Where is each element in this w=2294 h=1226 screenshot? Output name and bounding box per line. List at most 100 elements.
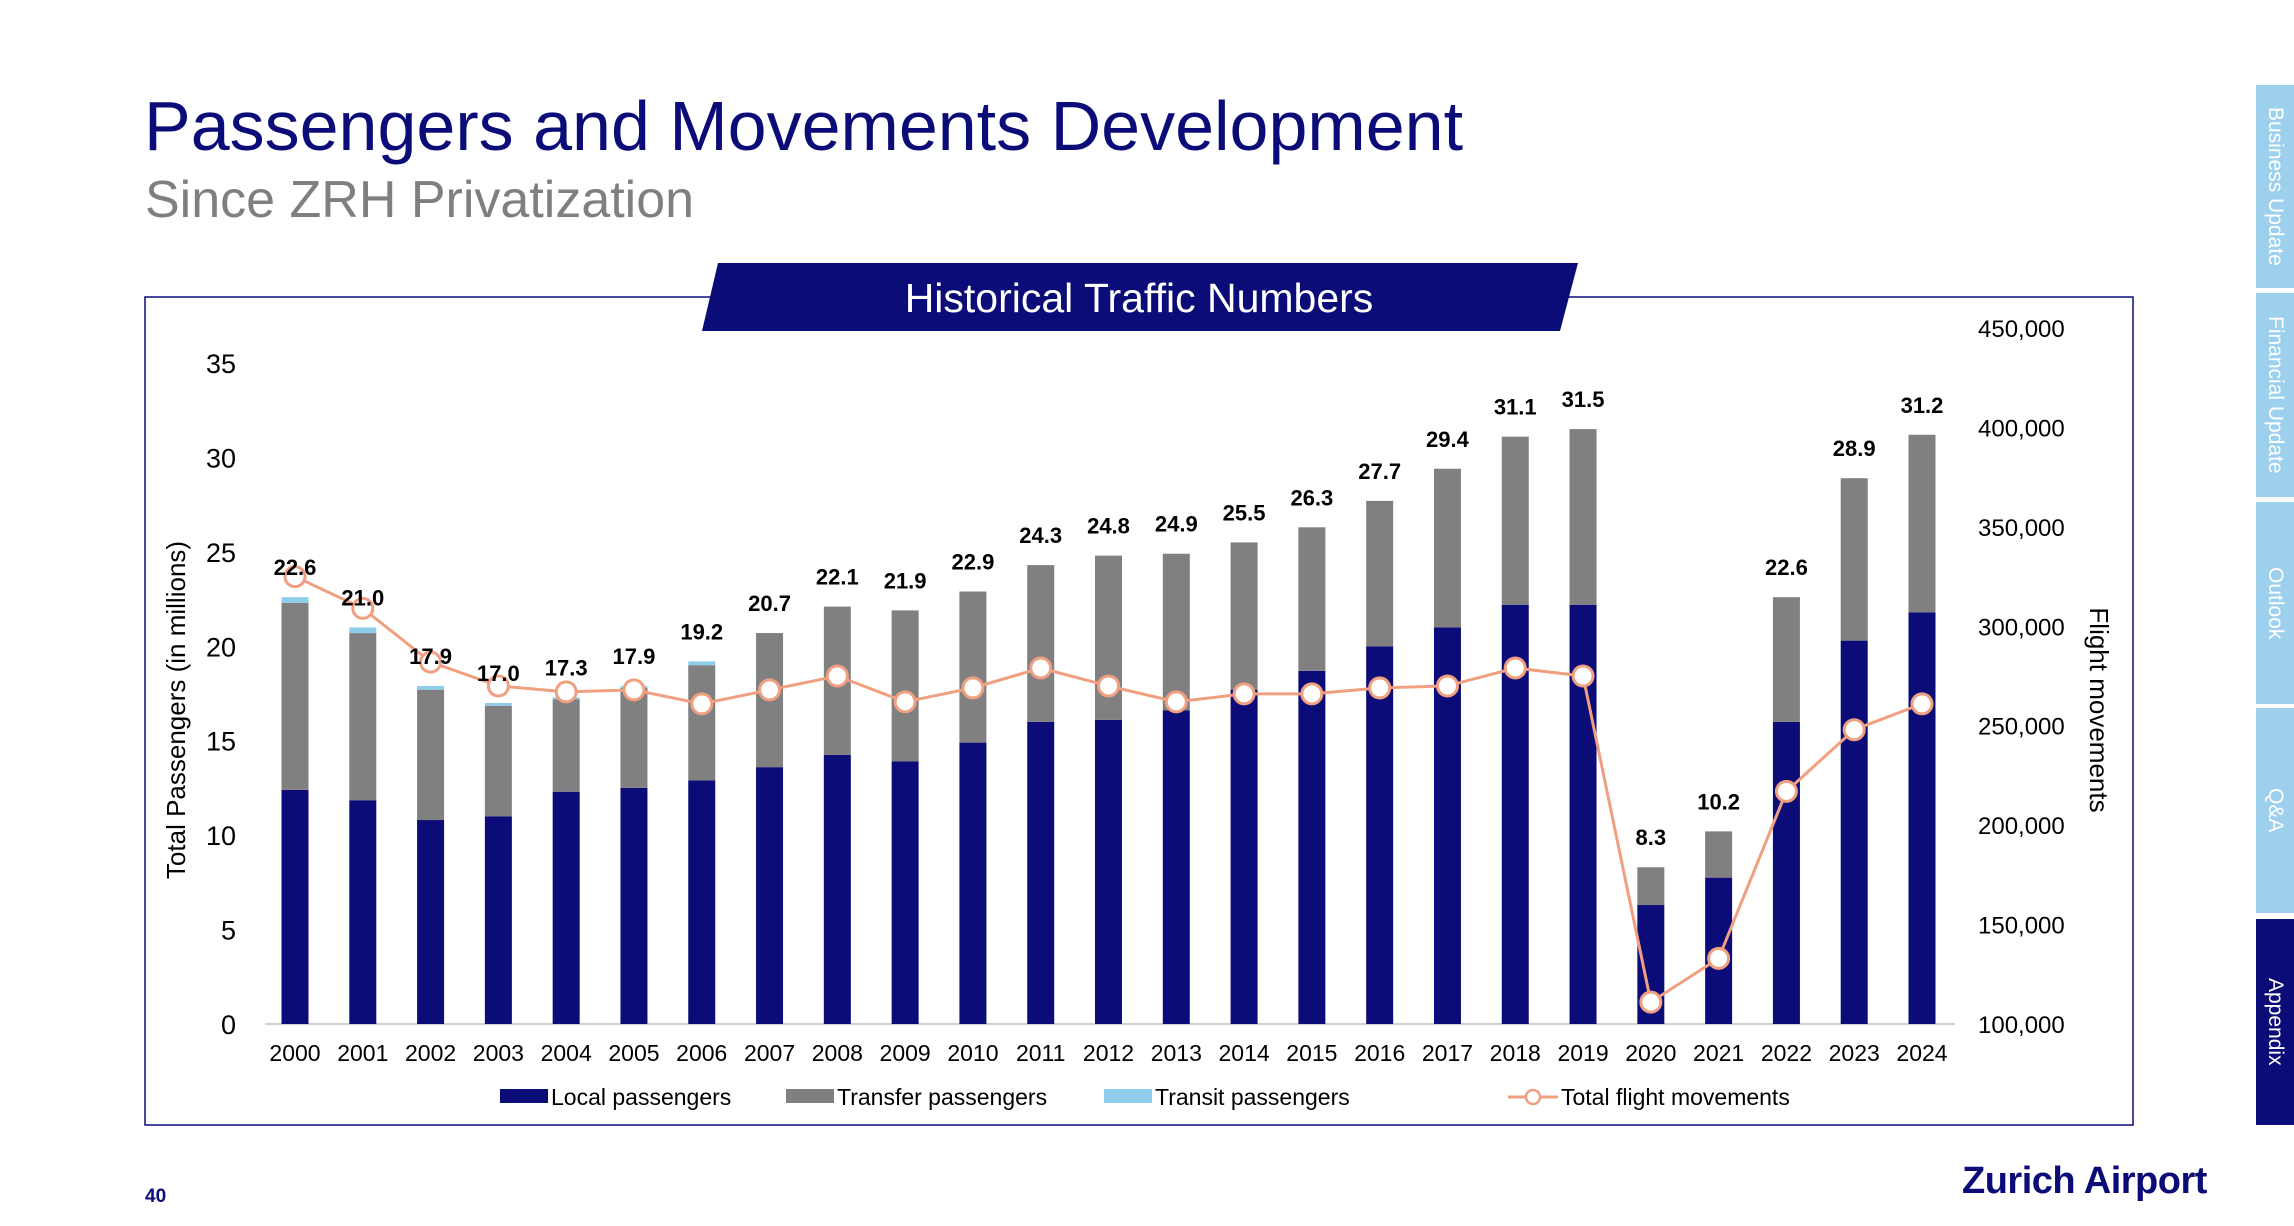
movements-point: [961, 676, 985, 700]
legend-marker: [1524, 1088, 1542, 1106]
bar-local: [417, 820, 445, 1024]
page-subtitle: Since ZRH Privatization: [145, 171, 695, 229]
nav-tab-q-a[interactable]: Q&A: [2256, 708, 2294, 913]
movements-point: [1232, 682, 1256, 706]
y2-tick-label: 100,000: [1978, 1012, 2065, 1039]
x-tick-label: 2019: [1557, 1040, 1608, 1066]
bar-local: [1095, 719, 1122, 1024]
y2-tick-label: 250,000: [1978, 714, 2065, 741]
y-tick-label: 35: [206, 349, 236, 379]
bar-local: [484, 816, 512, 1024]
movements-point: [622, 678, 646, 702]
legend-label: Transfer passengers: [837, 1084, 1047, 1110]
bar-transfer: [1298, 527, 1326, 671]
movements-point: [1571, 664, 1595, 688]
movements-point: [1503, 656, 1527, 680]
nav-tab-label: Financial Update: [2264, 316, 2287, 474]
y2-tick-label: 150,000: [1978, 913, 2065, 940]
total-label: 26.3: [1290, 485, 1333, 510]
bar-transfer: [1366, 500, 1394, 647]
total-label: 29.4: [1426, 427, 1470, 452]
bar-transit: [417, 685, 445, 690]
x-tick-label: 2013: [1151, 1040, 1202, 1066]
movements-point: [1300, 682, 1324, 706]
bar-transit: [349, 627, 377, 634]
total-label: 27.7: [1358, 459, 1401, 484]
legend-swatch: [1104, 1089, 1152, 1103]
total-label: 21.9: [884, 568, 927, 593]
bar-transfer: [417, 689, 445, 821]
total-label: 24.3: [1019, 523, 1062, 548]
bar-local: [688, 780, 716, 1024]
x-tick-label: 2017: [1422, 1040, 1473, 1066]
x-tick-label: 2002: [405, 1040, 456, 1066]
bar-transfer: [1162, 553, 1190, 711]
movements-point: [1097, 674, 1120, 698]
x-tick-label: 2023: [1829, 1040, 1880, 1066]
y-tick-label: 5: [221, 916, 236, 946]
movements-point: [351, 596, 375, 620]
nav-tab-label: Appendix: [2264, 978, 2287, 1066]
nav-tab-financial-update[interactable]: Financial Update: [2256, 293, 2294, 497]
x-tick-label: 2011: [1016, 1040, 1065, 1066]
x-tick-label: 2016: [1354, 1040, 1405, 1066]
total-label: 22.6: [274, 555, 317, 580]
total-label: 17.9: [409, 644, 452, 669]
y2-tick-label: 450,000: [1978, 316, 2065, 343]
chart-title-banner: [702, 263, 1578, 331]
legend-label: Transit passengers: [1155, 1084, 1350, 1110]
bar-transfer: [552, 699, 580, 792]
total-label: 8.3: [1636, 825, 1667, 850]
bar-transfer: [1840, 478, 1868, 641]
x-tick-label: 2024: [1896, 1040, 1947, 1066]
bar-local: [1298, 670, 1326, 1024]
y2-axis-label: Flight movements: [2084, 607, 2114, 812]
bar-transit: [484, 702, 512, 706]
x-tick-label: 2005: [608, 1040, 659, 1066]
nav-tab-outlook[interactable]: Outlook: [2256, 502, 2294, 704]
legend-label: Local passengers: [551, 1084, 731, 1110]
x-tick-label: 2014: [1218, 1040, 1269, 1066]
x-tick-label: 2012: [1083, 1040, 1134, 1066]
movements-point: [1910, 692, 1934, 716]
nav-tab-label: Business Update: [2264, 107, 2287, 266]
nav-tab-appendix[interactable]: Appendix: [2256, 919, 2294, 1125]
nav-tab-label: Q&A: [2264, 788, 2287, 833]
movements-point: [1707, 946, 1731, 970]
x-tick-label: 2000: [269, 1040, 320, 1066]
movements-point: [1435, 674, 1459, 698]
x-tick-label: 2022: [1761, 1040, 1812, 1066]
y2-tick-label: 350,000: [1978, 515, 2065, 542]
total-label: 22.6: [1765, 555, 1808, 580]
legend-label: Total flight movements: [1561, 1084, 1790, 1110]
bar-local: [1366, 646, 1394, 1024]
total-label: 31.2: [1901, 393, 1944, 418]
bar-transit: [281, 597, 309, 603]
movements-point: [825, 664, 849, 688]
bar-transfer: [1772, 597, 1800, 722]
bar-local: [1840, 640, 1868, 1024]
zurich-airport-logo: Zurich Airport: [1962, 1160, 2207, 1202]
bar-transfer: [1908, 434, 1936, 613]
nav-tab-business-update[interactable]: Business Update: [2256, 85, 2294, 288]
movements-point: [486, 674, 510, 698]
legend-swatch: [786, 1089, 834, 1103]
bar-local: [1772, 721, 1800, 1024]
bar-transfer: [688, 665, 716, 781]
x-tick-label: 2007: [744, 1040, 795, 1066]
total-label: 31.5: [1562, 387, 1605, 412]
bar-transfer: [1637, 867, 1665, 906]
bar-local: [823, 754, 851, 1024]
movements-point: [758, 678, 782, 702]
y-axis-label: Total Passengers (in millions): [161, 541, 191, 879]
bar-local: [1230, 689, 1258, 1024]
x-tick-label: 2009: [880, 1040, 931, 1066]
bar-local: [1908, 612, 1936, 1024]
movements-point: [1842, 718, 1866, 742]
bar-local: [1162, 710, 1190, 1024]
y2-tick-label: 300,000: [1978, 614, 2065, 641]
movements-point: [1368, 676, 1392, 700]
bar-transit: [688, 661, 716, 666]
total-label: 24.9: [1155, 512, 1198, 537]
